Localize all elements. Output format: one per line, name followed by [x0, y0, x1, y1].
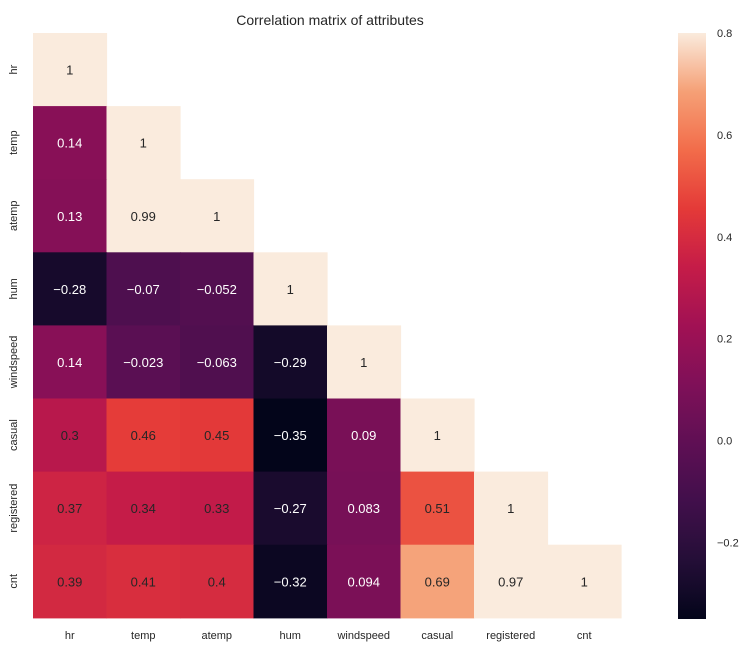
heatmap-cell [33, 544, 108, 619]
cell-value-label: 1 [434, 428, 441, 443]
heatmap-cell [400, 471, 475, 546]
cell-value-label: 0.14 [57, 136, 82, 151]
cell-value-label: 0.46 [131, 428, 156, 443]
heatmap-cell [180, 471, 255, 546]
y-tick-label: casual [8, 419, 20, 451]
y-tick-label: windspeed [8, 336, 20, 390]
colorbar-tick-label: 0.4 [717, 232, 732, 244]
cell-value-label: 0.39 [57, 574, 82, 589]
cell-value-label: 0.33 [204, 501, 229, 516]
x-tick-label: registered [486, 630, 535, 642]
y-tick-label: temp [8, 130, 20, 154]
heatmap-cell [327, 325, 402, 400]
colorbar-tick-label: −0.2 [717, 538, 739, 550]
heatmap-cell [106, 252, 181, 326]
cell-value-label: 0.094 [347, 574, 380, 589]
cell-value-label: 1 [287, 282, 294, 297]
cell-value-label: 0.45 [204, 428, 229, 443]
colorbar-tick-label: 0.2 [717, 334, 732, 346]
cell-value-label: 0.99 [131, 209, 156, 224]
y-tick-label: atemp [8, 200, 20, 231]
heatmap-cell [106, 471, 181, 546]
heatmap-cell [253, 252, 328, 326]
cell-value-label: 1 [581, 574, 588, 589]
heatmap-cell [474, 544, 549, 619]
heatmap-cell [106, 325, 181, 400]
cell-value-label: 0.41 [131, 574, 156, 589]
cell-value-label: 1 [507, 501, 514, 516]
heatmap-cell [253, 325, 328, 400]
cell-value-label: 0.37 [57, 501, 82, 516]
heatmap-cell [400, 398, 475, 473]
heatmap-cell [106, 106, 181, 180]
cell-value-label: −0.35 [274, 428, 307, 443]
cell-value-label: −0.07 [127, 282, 160, 297]
cell-value-label: 0.13 [57, 209, 82, 224]
heatmap-cell [33, 179, 108, 253]
heatmap-cell [106, 398, 181, 473]
colorbar-tick-label: 0.0 [717, 436, 732, 448]
heatmap-cell [106, 179, 181, 253]
colorbar-tick-label: 0.8 [717, 28, 732, 40]
cell-value-label: 0.97 [498, 574, 523, 589]
cell-value-label: −0.023 [123, 355, 163, 370]
y-tick-label: hr [8, 64, 20, 74]
x-tick-label: cnt [577, 630, 592, 642]
cell-value-label: −0.32 [274, 574, 307, 589]
y-tick-label: cnt [8, 574, 20, 589]
x-tick-label: atemp [201, 630, 232, 642]
heatmap-cell [327, 544, 402, 619]
heatmap-cell [33, 398, 108, 473]
cell-value-label: 0.4 [208, 574, 226, 589]
x-tick-label: hr [65, 630, 75, 642]
heatmap-cell [253, 398, 328, 473]
cell-value-label: −0.28 [53, 282, 86, 297]
heatmap-cell [253, 471, 328, 546]
cell-value-label: 1 [66, 63, 73, 78]
cell-value-label: 0.083 [347, 501, 380, 516]
x-tick-label: hum [280, 630, 301, 642]
colorbar-tick-label: 0.6 [717, 130, 732, 142]
cell-value-label: 0.34 [131, 501, 156, 516]
chart-title: Correlation matrix of attributes [236, 12, 424, 28]
heatmap-cell [180, 325, 255, 400]
x-tick-label: temp [131, 630, 155, 642]
cell-value-label: −0.063 [197, 355, 237, 370]
heatmap-cell [180, 252, 255, 326]
heatmap-cell [253, 544, 328, 619]
heatmap-cell [180, 179, 255, 253]
heatmap-cell [106, 544, 181, 619]
x-tick-label: casual [421, 630, 453, 642]
heatmap-cell [400, 544, 475, 619]
heatmap-cell [327, 471, 402, 546]
colorbar [678, 33, 706, 619]
heatmap-cell [33, 252, 108, 326]
cell-value-label: −0.27 [274, 501, 307, 516]
cell-value-label: 1 [360, 355, 367, 370]
heatmap-cell [33, 33, 108, 107]
heatmap-cell [327, 398, 402, 473]
heatmap-cell [474, 471, 549, 546]
cell-value-label: −0.29 [274, 355, 307, 370]
x-tick-label: windspeed [336, 630, 390, 642]
heatmap-cell [33, 471, 108, 546]
heatmap-cell [547, 544, 622, 619]
cell-value-label: 0.51 [425, 501, 450, 516]
cell-value-label: 1 [213, 209, 220, 224]
heatmap-cell [33, 325, 108, 400]
y-tick-label: registered [8, 484, 20, 533]
cell-value-label: −0.052 [197, 282, 237, 297]
cell-value-label: 0.3 [61, 428, 79, 443]
y-tick-label: hum [8, 278, 20, 299]
heatmap-cell [33, 106, 108, 180]
cell-value-label: 0.09 [351, 428, 376, 443]
heatmap-cell [180, 544, 255, 619]
cell-value-label: 0.14 [57, 355, 82, 370]
cell-value-label: 0.69 [425, 574, 450, 589]
heatmap-cell [180, 398, 255, 473]
cell-value-label: 1 [140, 136, 147, 151]
